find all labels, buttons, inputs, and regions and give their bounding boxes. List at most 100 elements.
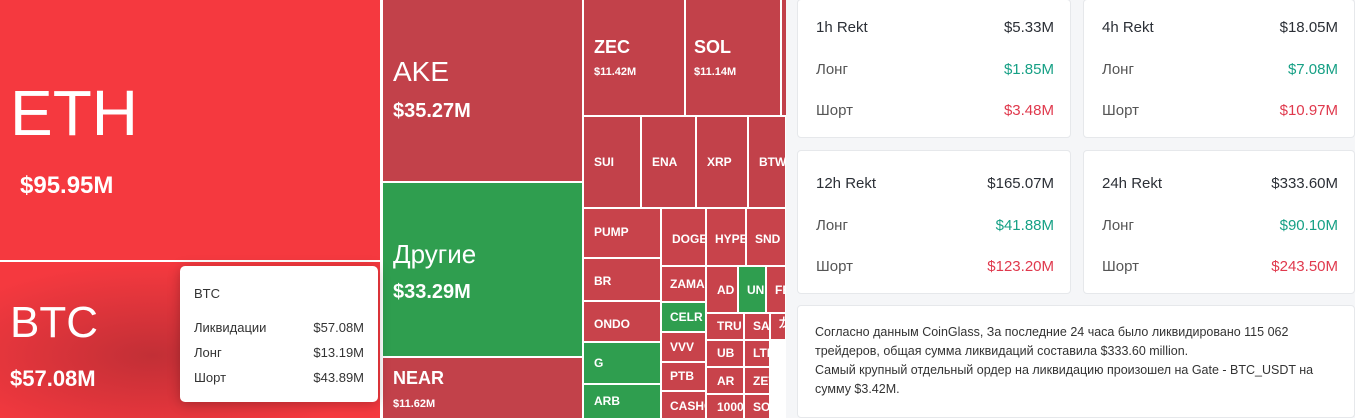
tile[interactable]: CASHC xyxy=(662,392,705,418)
tile-value: $11.62M xyxy=(393,398,436,410)
tile[interactable]: SUI xyxy=(584,117,640,207)
card-total: $333.60M xyxy=(1271,175,1338,192)
card-total: $5.33M xyxy=(1003,19,1054,36)
card-row-label: Лонг xyxy=(816,61,848,78)
tile[interactable]: BR xyxy=(584,259,660,300)
tile-label: NEAR xyxy=(393,368,445,388)
tile[interactable]: AD xyxy=(707,267,737,312)
tile-value: $11.14M xyxy=(694,66,737,78)
tile-value: $35.27M xyxy=(393,100,471,122)
tile[interactable]: ARB xyxy=(584,385,660,418)
summary-text: Самый крупный отдельный ордер на ликвида… xyxy=(815,363,1314,396)
tile-label: SA xyxy=(753,319,769,333)
tile[interactable]: BTW xyxy=(749,117,785,207)
tile-label: ETH xyxy=(10,77,138,149)
tile-label: UB xyxy=(717,346,735,360)
card-row-value: $243.50M xyxy=(1271,258,1338,275)
tile[interactable]: VVV xyxy=(662,333,705,361)
tile[interactable]: XRP xyxy=(697,117,747,207)
rekt-card: 4h Rekt $18.05M Лонг $7.08M Шорт $10.97M xyxy=(1083,0,1355,138)
tile[interactable]: TRU xyxy=(707,314,743,339)
tile[interactable]: CELR xyxy=(662,303,705,331)
tile-label: 龙 xyxy=(779,314,785,331)
tooltip-value: $13.19M xyxy=(313,345,364,360)
treemap: ETH $95.95M BTC $57.08M AKE $35.27M Другие $33.… xyxy=(0,0,786,418)
tile-label: LTI xyxy=(753,346,769,360)
tile-value: $95.95M xyxy=(20,172,114,199)
rekt-card: 1h Rekt $5.33M Лонг $1.85M Шорт $3.48M xyxy=(797,0,1071,138)
tile[interactable]: ONDO xyxy=(584,302,660,341)
tooltip-row: Лонг $13.19M xyxy=(194,345,364,361)
tile-label: FE xyxy=(775,283,785,297)
tile[interactable]: SND xyxy=(747,209,785,265)
tile[interactable]: Другие $33.29M xyxy=(383,183,582,356)
tile-label: Другие xyxy=(393,239,477,269)
tile-value: $33.29M xyxy=(393,281,471,303)
tile-value: $57.08M xyxy=(10,366,96,391)
tile[interactable]: 龙 xyxy=(771,314,785,339)
card-row-label: Лонг xyxy=(816,217,848,234)
card-row: Лонг $7.08M xyxy=(1102,61,1338,79)
tile-label: PUMP xyxy=(594,225,629,239)
card-title: 4h Rekt xyxy=(1102,19,1154,36)
tile-label: AR xyxy=(717,374,735,388)
tile[interactable]: UB xyxy=(707,341,743,366)
rekt-card: 24h Rekt $333.60M Лонг $90.10M Шорт $243.50M xyxy=(1083,150,1355,294)
tile[interactable]: PTB xyxy=(662,363,705,390)
tile[interactable]: ZAMA xyxy=(662,267,705,301)
tile[interactable]: SOL $11.14M xyxy=(686,0,780,115)
tile-label: PTB xyxy=(670,369,694,383)
tile[interactable]: ENA xyxy=(642,117,695,207)
card-row-label: Лонг xyxy=(1102,61,1134,78)
tile-label: UN xyxy=(747,283,765,297)
tile[interactable]: PUMP xyxy=(584,209,660,257)
tile[interactable]: 1000 xyxy=(707,395,743,418)
tile[interactable]: SO xyxy=(745,395,769,418)
tile[interactable]: AKE $35.27M xyxy=(383,0,582,181)
tile-label: ENA xyxy=(652,155,678,169)
tile[interactable]: ZEC $11.42M xyxy=(584,0,684,115)
tile[interactable]: ETH $95.95M xyxy=(0,0,380,260)
tile[interactable]: FE xyxy=(767,267,785,312)
card-row-label: Шорт xyxy=(816,102,853,119)
tile-label: SOL xyxy=(694,37,732,57)
tile-label: DOGE xyxy=(672,232,705,246)
tooltip-value: $43.89M xyxy=(313,370,364,385)
tile[interactable]: DOGE xyxy=(662,209,705,265)
tile[interactable]: NEAR $11.62M xyxy=(383,358,582,418)
tile[interactable]: LTI xyxy=(745,341,769,366)
tile-label: ZET xyxy=(753,374,769,388)
card-row-value: $7.08M xyxy=(1287,61,1338,78)
tile-label: AKE xyxy=(393,56,450,87)
tile[interactable]: G xyxy=(584,343,660,383)
tile-label: SUI xyxy=(594,155,615,169)
card-total: $165.07M xyxy=(987,175,1054,192)
tooltip: BTC Ликвидации $57.08M Лонг $13.19M Шорт $43.8… xyxy=(180,266,378,402)
summary-text: Согласно данным CoinGlass, За последние … xyxy=(815,325,1289,358)
tile[interactable]: HYPE xyxy=(707,209,745,265)
card-row-label: Шорт xyxy=(1102,258,1139,275)
summary: Согласно данным CoinGlass, За последние … xyxy=(797,305,1355,418)
card-row-label: Лонг xyxy=(1102,217,1134,234)
tooltip-value: $57.08M xyxy=(313,320,364,335)
tile[interactable]: ZET xyxy=(745,368,769,393)
card-total: $18.05M xyxy=(1279,19,1338,36)
tile-label: ZAMA xyxy=(670,277,705,291)
tile[interactable]: AR xyxy=(707,368,743,393)
tile[interactable]: UN xyxy=(739,267,765,312)
card-row-value: $10.97M xyxy=(1279,102,1338,119)
card-row: Шорт $10.97M xyxy=(1102,102,1338,120)
tooltip-label: Ликвидации xyxy=(194,320,267,335)
tile-label: CASHC xyxy=(670,399,705,413)
card-row-label: Шорт xyxy=(1102,102,1139,119)
tile-label: BTW xyxy=(759,155,785,169)
tile-label: ZEC xyxy=(594,37,630,57)
card-row: Лонг $41.88M xyxy=(816,217,1054,235)
tile[interactable]: SA xyxy=(745,314,769,339)
rekt-card: 12h Rekt $165.07M Лонг $41.88M Шорт $123.20M xyxy=(797,150,1071,294)
tooltip-label: Шорт xyxy=(194,370,227,385)
card-row-label: Шорт xyxy=(816,258,853,275)
tile-label: G xyxy=(594,356,604,370)
tooltip-row: Шорт $43.89M xyxy=(194,370,364,386)
tile-label: SND xyxy=(755,232,781,246)
